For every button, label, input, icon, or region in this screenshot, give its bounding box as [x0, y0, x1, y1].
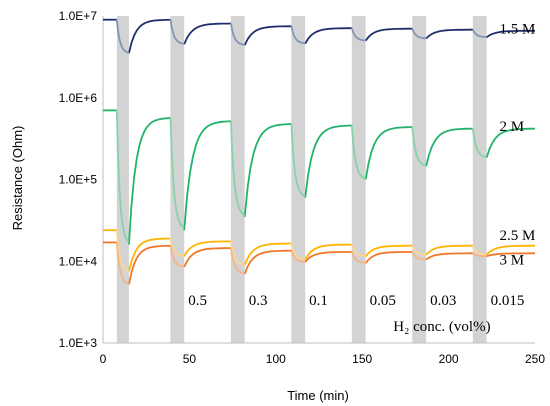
series-line-0-exposure-5	[411, 28, 427, 40]
series-line-0-recovery-3	[243, 25, 293, 46]
h2-band-3	[291, 16, 306, 343]
series-line-0-exposure-2	[230, 23, 245, 46]
series-line-0-exposure-1	[169, 19, 185, 45]
series-line-2-exposure-0	[115, 230, 130, 272]
x-tick-label: 150	[352, 352, 372, 366]
series-line-2-exposure-6	[471, 245, 487, 256]
series-lines	[103, 18, 536, 285]
series-line-2-exposure-3	[290, 243, 306, 261]
concentration-label-5: 0.015	[491, 293, 525, 309]
series-line-1-recovery-5	[364, 126, 414, 180]
series-line-0-recovery-7	[486, 29, 535, 38]
series-line-2-recovery-1	[128, 237, 171, 272]
h2-band-1	[170, 16, 185, 343]
series-line-3-exposure-4	[350, 251, 366, 264]
series-line-2-exposure-2	[230, 241, 245, 266]
series-line-1-exposure-3	[290, 123, 306, 198]
concentration-label-3: 0.05	[370, 293, 396, 309]
series-line-0-exposure-3	[290, 25, 306, 45]
series-line-3-exposure-6	[472, 252, 487, 258]
x-tick-label: 250	[525, 352, 545, 366]
series-label-2: 2.5 M	[500, 228, 536, 244]
h2-band-5	[412, 16, 427, 343]
series-line-3-recovery-4	[304, 251, 353, 263]
series-line-3-exposure-2	[230, 247, 245, 275]
series-line-1-recovery-2	[183, 120, 232, 231]
series-line-1-exposure-6	[471, 128, 487, 158]
series-line-0-recovery-2	[183, 22, 231, 45]
series-line-1-recovery-1	[128, 117, 172, 245]
series-line-0-exposure-6	[472, 29, 487, 38]
x-tick-label: 100	[266, 352, 286, 366]
series-line-0-exposure-0	[115, 19, 130, 54]
series-label-1: 2 M	[500, 119, 525, 135]
series-line-3-exposure-3	[290, 250, 306, 263]
series-line-1-exposure-5	[411, 126, 427, 167]
series-line-2-recovery-3	[243, 242, 292, 266]
series-annotations: 1.5 M 2 M 2.5 M 3 M	[500, 22, 536, 269]
series-line-1-recovery-3	[243, 123, 293, 217]
series-line-3-exposure-0	[115, 242, 130, 285]
y-tick-label: 1.0E+3	[59, 336, 98, 350]
series-line-0-recovery-1	[128, 18, 172, 54]
series-line-0-recovery-6	[425, 28, 473, 40]
series-line-2-recovery-4	[304, 243, 352, 260]
h2-exposure-bands	[116, 16, 487, 343]
y-tick-label: 1.0E+7	[59, 9, 98, 23]
series-line-3-recovery-5	[365, 251, 414, 264]
y-tick-label: 1.0E+4	[59, 254, 98, 268]
h2-band-2	[230, 16, 245, 343]
series-line-1-exposure-0	[115, 110, 130, 243]
series-label-3: 3 M	[500, 253, 525, 269]
series-line-0-recovery-4	[304, 27, 352, 45]
h2-band-4	[351, 16, 366, 343]
series-line-0-recovery-5	[364, 27, 413, 42]
series-line-2-recovery-6	[425, 244, 473, 256]
series-line-1-recovery-6	[425, 127, 474, 167]
y-tick-label: 1.0E+6	[59, 91, 98, 105]
series-line-3-recovery-7	[486, 252, 535, 258]
x-axis-title: Time (min)	[287, 388, 349, 403]
series-line-1-recovery-7	[485, 127, 536, 158]
x-tick-label: 50	[183, 352, 197, 366]
series-line-1-exposure-4	[350, 125, 367, 180]
series-line-2-recovery-7	[485, 244, 535, 256]
series-line-1-recovery-4	[304, 124, 353, 198]
y-axis-title: Resistance (Ohm)	[10, 126, 25, 231]
series-line-2-exposure-4	[350, 244, 366, 257]
concentration-label-0: 0.5	[188, 293, 207, 309]
h2-band-6	[472, 16, 487, 343]
x-tick-label: 200	[439, 352, 459, 366]
series-line-3-recovery-6	[425, 252, 473, 261]
series-label-0: 1.5 M	[500, 22, 536, 38]
axes: 0 50 100 150 200 250 1.0E+3 1.0E+4 1.0E+5 1.0E+6 1…	[59, 9, 546, 366]
series-line-3-recovery-1	[128, 244, 172, 285]
series-line-3-exposure-1	[169, 245, 185, 268]
series-line-3-recovery-3	[243, 249, 293, 275]
concentration-label-4: 0.03	[430, 293, 456, 309]
concentration-label-1: 0.3	[249, 293, 268, 309]
concentration-label-2: 0.1	[309, 293, 328, 309]
series-line-2-recovery-2	[183, 240, 231, 257]
series-line-0-exposure-4	[350, 27, 366, 42]
series-line-3-recovery-2	[183, 247, 231, 268]
x-tick-label: 0	[100, 352, 107, 366]
series-line-1-exposure-2	[230, 120, 246, 216]
h2-concentration-title: H₂ conc. (vol%)	[393, 319, 490, 335]
series-line-1-exposure-1	[169, 117, 185, 229]
h2-band-0	[116, 16, 129, 343]
series-line-2-recovery-5	[365, 244, 413, 257]
series-line-3-exposure-5	[411, 251, 427, 261]
y-tick-label: 1.0E+5	[59, 173, 98, 187]
series-line-2-exposure-1	[169, 238, 185, 257]
series-line-2-exposure-5	[411, 245, 427, 256]
